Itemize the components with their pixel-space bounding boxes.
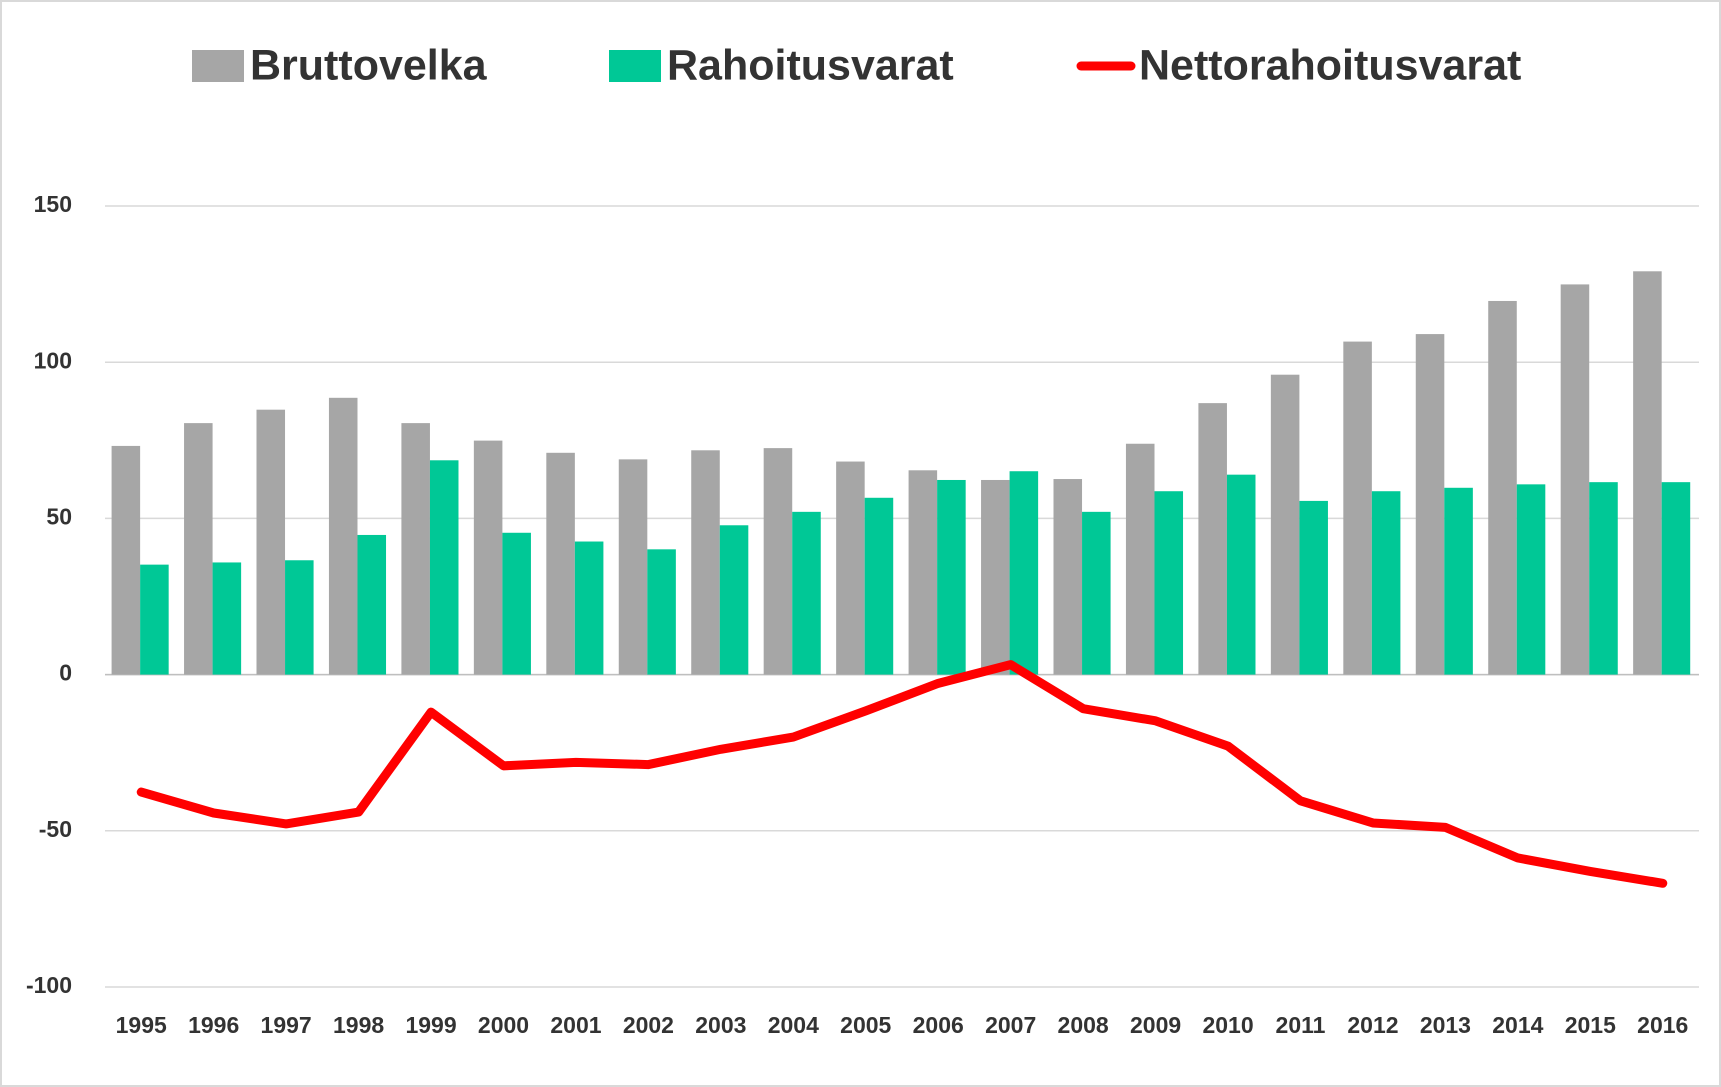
bar [864,497,894,675]
y-tick-label: -100 [26,972,72,998]
legend-swatch [192,50,244,82]
x-tick-label: 1995 [116,1012,167,1038]
bar [212,562,242,675]
bar [184,423,213,675]
bar [1198,403,1227,675]
bar [1633,271,1662,675]
bar [1488,300,1517,675]
bar [401,423,430,675]
legend-label: Rahoitusvarat [667,41,954,89]
x-tick-label: 2010 [1202,1012,1253,1038]
bar [429,460,459,675]
x-tick-label: 2013 [1420,1012,1471,1038]
x-tick-label: 2012 [1347,1012,1398,1038]
bar [574,541,604,675]
bar [1053,479,1083,675]
y-tick-label: 50 [46,503,72,529]
bar [111,445,141,675]
bar [836,461,865,675]
x-tick-label: 2002 [623,1012,674,1038]
bar [937,479,966,675]
bar [546,452,575,675]
x-tick-label: 2009 [1130,1012,1181,1038]
bar [1226,474,1256,675]
bar [328,397,358,675]
y-tick-label: -50 [39,816,72,842]
bar [908,470,938,675]
bar [1589,482,1618,675]
x-tick-label: 1999 [405,1012,456,1038]
bar [1154,491,1184,675]
legend-label: Bruttovelka [250,41,488,89]
bar [140,564,169,675]
bar [981,479,1010,675]
bar [1082,511,1111,675]
bar [1270,374,1300,675]
bar [1415,334,1445,675]
legend-label: Nettorahoitusvarat [1139,41,1521,89]
x-tick-label: 2001 [550,1012,601,1038]
x-tick-label: 2003 [695,1012,746,1038]
bar [502,532,531,675]
bar [1009,471,1039,675]
y-tick-label: 0 [59,660,72,686]
x-tick-label: 2011 [1276,1012,1326,1038]
x-tick-label: 2005 [840,1012,891,1038]
x-tick-label: 2004 [768,1012,819,1038]
x-tick-label: 2014 [1492,1012,1543,1038]
bar [1444,487,1473,675]
bar [618,459,648,675]
bar [1516,484,1546,675]
bar [473,440,503,675]
y-tick-label: 150 [34,191,72,217]
bar [1343,341,1372,675]
x-tick-label: 2016 [1637,1012,1688,1038]
bar [1661,482,1691,675]
bar [256,409,286,675]
x-tick-label: 2000 [478,1012,529,1038]
bar [285,560,314,675]
x-tick-label: 2006 [913,1012,964,1038]
bar [719,525,749,675]
x-tick-label: 2008 [1058,1012,1109,1038]
x-tick-label: 2007 [985,1012,1036,1038]
bar [1125,443,1155,675]
x-tick-label: 1997 [261,1012,312,1038]
y-tick-label: 100 [34,347,72,373]
bar [792,511,821,675]
bar [357,534,387,675]
x-tick-label: 1996 [188,1012,239,1038]
legend-swatch [609,50,661,82]
bar [647,549,676,675]
bar [1299,500,1328,675]
bar [1371,491,1401,675]
x-tick-label: 2015 [1565,1012,1616,1038]
bar [691,450,720,675]
bar [1560,284,1590,675]
bar [763,448,793,675]
x-tick-label: 1998 [333,1012,384,1038]
line [136,660,1668,888]
